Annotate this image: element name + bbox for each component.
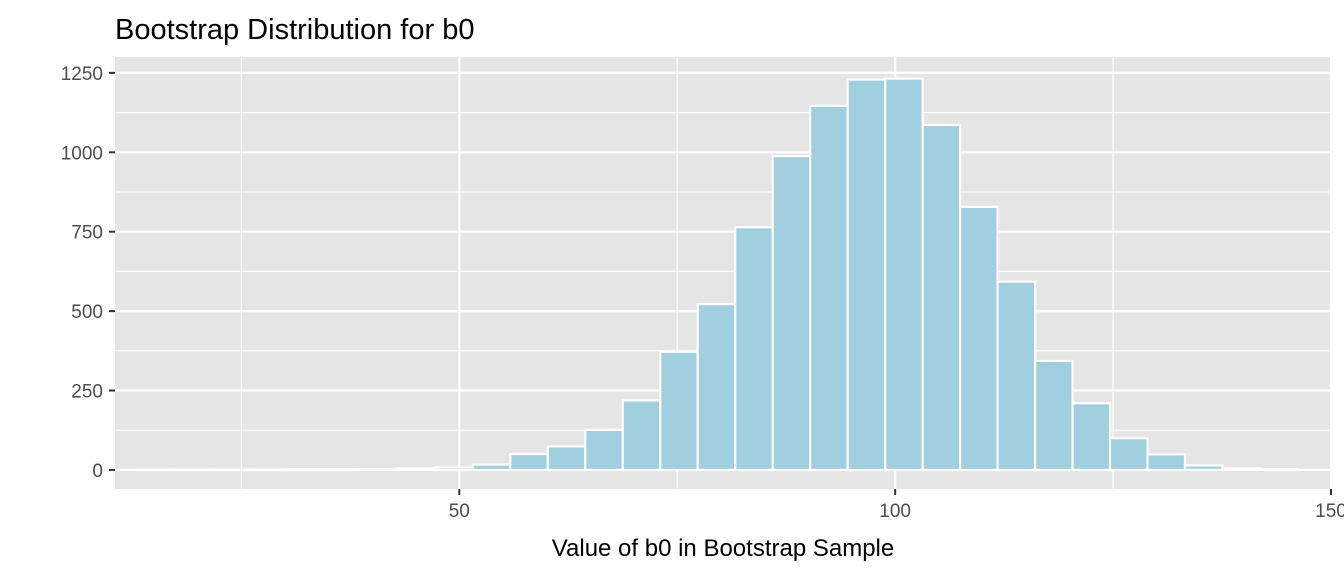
histogram-bar xyxy=(359,467,399,472)
histogram-bar xyxy=(621,399,662,472)
histogram-bar xyxy=(884,77,924,472)
histogram-bar xyxy=(284,468,324,472)
histogram-bars xyxy=(134,77,1299,472)
histogram-bar xyxy=(171,468,212,472)
histogram-bar xyxy=(1258,468,1299,472)
x-axis: 50 100 150 xyxy=(449,489,1344,522)
y-tick-label: 1250 xyxy=(61,64,103,85)
y-tick-label: 0 xyxy=(92,461,103,482)
histogram-bar xyxy=(771,155,812,472)
histogram-bar xyxy=(1146,453,1187,472)
histogram-bar xyxy=(958,205,999,472)
x-tick-label: 50 xyxy=(449,501,470,522)
histogram-bar xyxy=(434,466,474,472)
histogram-bar xyxy=(1108,437,1149,472)
histogram-bar xyxy=(1183,464,1224,472)
histogram-bar xyxy=(134,468,175,472)
histogram-bar xyxy=(471,463,512,472)
histogram-bar xyxy=(396,467,437,472)
histogram-bar xyxy=(321,468,362,472)
histogram-bar xyxy=(246,468,287,472)
histogram-bar xyxy=(546,445,587,472)
x-tick-label: 100 xyxy=(879,501,911,522)
histogram-bar xyxy=(996,280,1037,472)
histogram-bar xyxy=(509,452,549,472)
histogram-bar xyxy=(846,78,887,472)
y-tick-label: 500 xyxy=(71,302,103,323)
x-axis-title: Value of b0 in Bootstrap Sample xyxy=(552,535,894,562)
histogram-bar xyxy=(696,303,737,472)
chart-title: Bootstrap Distribution for b0 xyxy=(115,14,474,46)
y-tick-label: 750 xyxy=(71,223,103,244)
histogram-bar xyxy=(209,468,250,472)
x-tick-label: 150 xyxy=(1315,501,1344,522)
histogram-bar xyxy=(1071,402,1112,472)
y-tick-label: 250 xyxy=(71,382,103,403)
histogram-bar xyxy=(584,428,624,472)
histogram-bar xyxy=(1033,359,1074,472)
histogram-bar xyxy=(809,104,849,472)
y-axis: 0 250 500 750 1000 1250 xyxy=(61,64,115,482)
histogram-bar xyxy=(1221,467,1262,472)
histogram-bar xyxy=(659,350,699,472)
histogram-bar xyxy=(734,226,774,472)
y-tick-label: 1000 xyxy=(61,143,103,164)
histogram-bar xyxy=(921,123,962,472)
